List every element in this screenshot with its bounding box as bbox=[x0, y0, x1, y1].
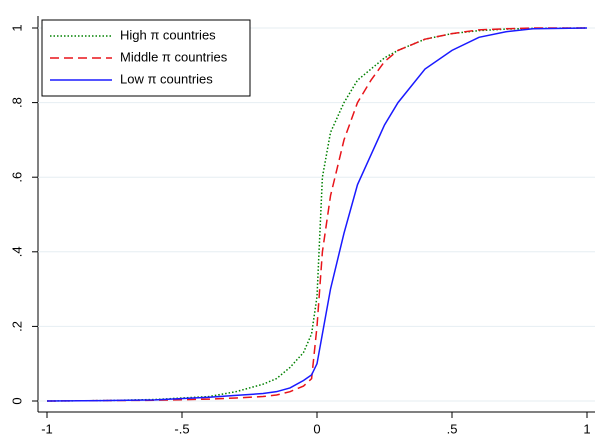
y-tick-label: 0 bbox=[9, 397, 24, 404]
series-line bbox=[46, 27, 588, 402]
legend-label: High π countries bbox=[120, 27, 216, 42]
legend-box bbox=[41, 19, 251, 97]
legend-label: Low π countries bbox=[120, 71, 213, 86]
x-tick-label: 1 bbox=[583, 421, 590, 436]
series-line bbox=[46, 27, 587, 402]
y-tick-label: 1 bbox=[9, 24, 24, 31]
y-tick-label: .4 bbox=[9, 246, 24, 257]
y-tick-label: .2 bbox=[9, 321, 24, 332]
x-tick-label: .5 bbox=[447, 421, 458, 436]
x-tick-label: -.5 bbox=[174, 421, 189, 436]
x-tick-label: -1 bbox=[41, 421, 53, 436]
y-tick-label: .8 bbox=[9, 97, 24, 108]
legend-label: Middle π countries bbox=[120, 49, 228, 64]
x-tick-label: 0 bbox=[313, 421, 320, 436]
series-line bbox=[46, 27, 588, 402]
y-tick-label: .6 bbox=[9, 172, 24, 183]
